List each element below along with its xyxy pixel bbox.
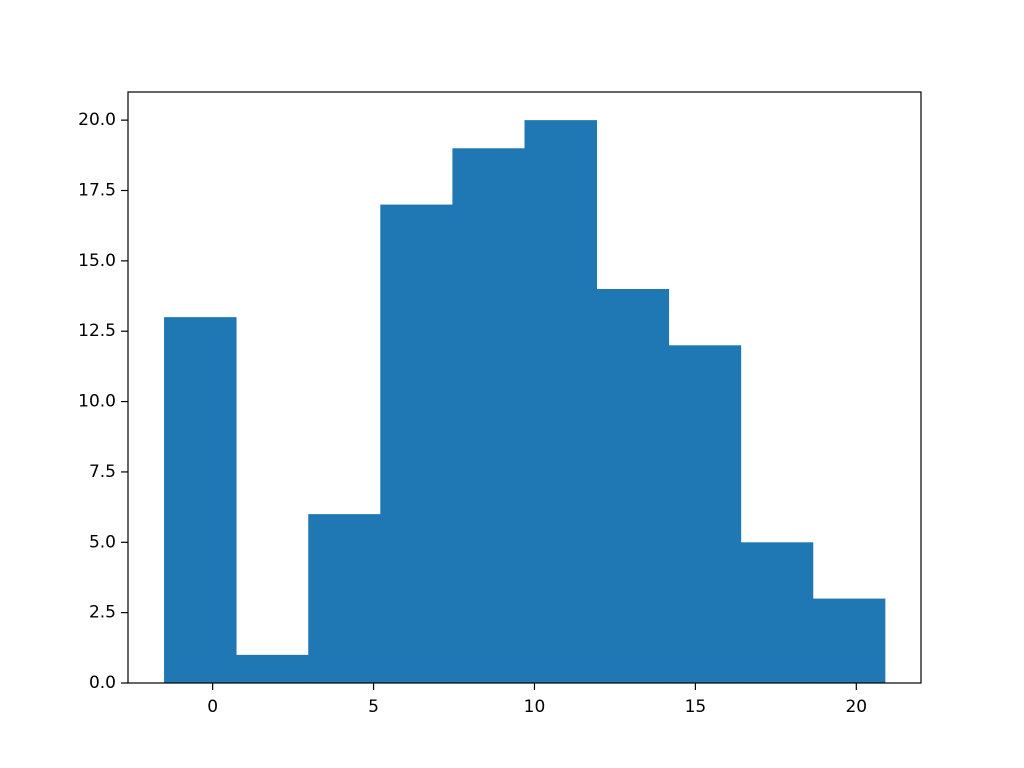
x-tick-label: 0 — [207, 697, 218, 717]
histogram-bar — [812, 598, 886, 683]
y-tick-label: 20.0 — [78, 110, 116, 130]
histogram-bar — [452, 148, 525, 684]
y-tick-label: 10.0 — [78, 392, 116, 412]
x-axis: 0 5 10 15 20 — [207, 683, 867, 717]
x-tick-label: 20 — [845, 697, 867, 717]
plot-area-frame — [127, 91, 922, 684]
histogram-bar — [596, 289, 670, 683]
x-tick-label: 5 — [368, 697, 379, 717]
histogram-bar — [236, 654, 309, 683]
y-tick-label: 5.0 — [89, 532, 116, 552]
histogram-bar — [380, 204, 453, 683]
histogram-bar — [524, 120, 597, 683]
y-tick-label: 17.5 — [78, 181, 116, 201]
x-tick-label: 10 — [524, 697, 546, 717]
y-tick-label: 7.5 — [89, 462, 116, 482]
histogram-bar — [164, 317, 237, 683]
y-axis: 0.0 2.5 5.0 7.5 10.0 12.5 15.0 17.5 20.0 — [78, 110, 128, 693]
y-tick-label: 2.5 — [89, 603, 116, 623]
histogram-bar — [740, 542, 814, 683]
histogram-bar — [308, 514, 381, 683]
histogram-bars — [164, 120, 886, 684]
x-tick-label: 15 — [685, 697, 707, 717]
y-tick-label: 0.0 — [89, 673, 116, 693]
histogram-bar — [668, 345, 742, 683]
y-tick-label: 12.5 — [78, 321, 116, 341]
y-tick-label: 15.0 — [78, 251, 116, 271]
